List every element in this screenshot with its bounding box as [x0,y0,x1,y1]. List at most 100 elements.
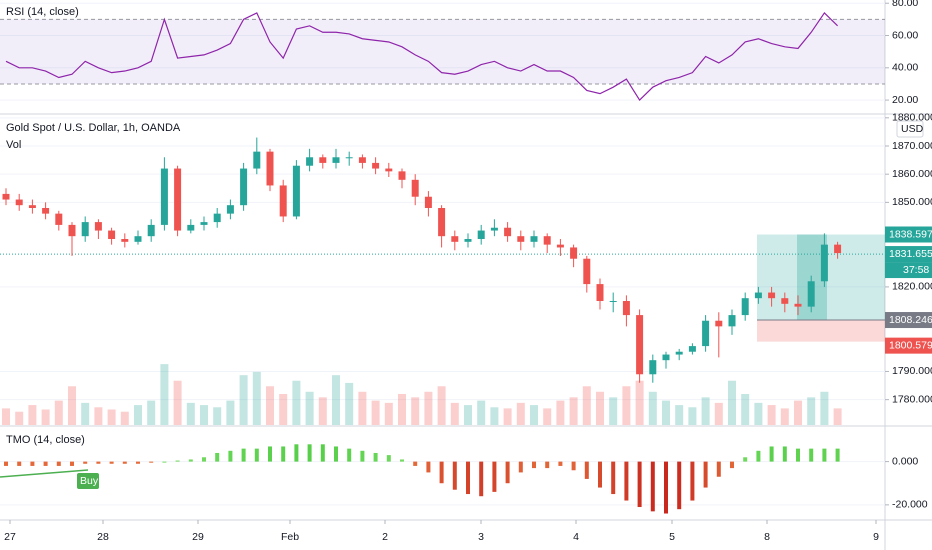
tmo-bar [782,446,787,462]
candle-body [662,354,670,361]
rsi-line [5,11,839,102]
volume-bar [556,400,565,425]
candle-body [768,292,776,299]
candle-body [741,298,749,316]
candle-body [332,157,340,163]
tmo-bar [518,461,523,473]
tmo-bar [4,461,8,466]
tmo-bar [228,450,233,462]
volume-bar [807,397,816,425]
pane-title: RSI (14, close) [6,6,79,18]
tmo-bar [796,448,800,462]
tmo-bar [492,461,497,492]
volume-bar [780,408,789,425]
tmo-bar [426,461,431,473]
tmo-bar [307,444,312,462]
volume-bar [345,382,354,425]
x-tick-label: 27 [4,531,16,543]
tmo-bar [334,446,338,462]
volume-bar [728,380,736,425]
buy-signal-bg [77,473,99,489]
target-price-label-bg [885,226,932,243]
x-tick-label: 9 [873,531,879,543]
tmo-bar [637,461,642,508]
last-price-label-bg [885,246,932,263]
tmo-bar [188,459,193,462]
currency-box [896,120,924,138]
candle-body [820,244,828,282]
candle-body [781,298,789,304]
candle-body [372,162,380,169]
tmo-bar [822,448,827,462]
x-tick-label: 8 [764,531,770,543]
volume-bar [371,400,380,425]
y-tick-label: 1820.000 [892,281,932,293]
tmo-bar [373,452,378,462]
candle-body [358,157,366,163]
last-price-label: 1831.655 [889,248,932,260]
tmo-bar [136,461,140,464]
x-tick-label: 4 [573,531,579,543]
volume-bar [714,402,723,425]
tmo-bar [281,446,286,462]
candle-body [81,222,89,237]
volume-bar [490,407,499,425]
candle-body [398,171,406,180]
tmo-bar [162,461,167,463]
chart-title: Gold Spot / U.S. Dollar, 1h, OANDA [6,122,181,134]
volume-bar [398,394,406,425]
volume-bar [186,402,195,425]
y-tick-label: 1780.000 [892,393,932,405]
candle-body [636,315,644,375]
tmo-bar [43,461,48,466]
candle-body [385,168,393,172]
candle-body [702,320,710,347]
tmo-bar [690,461,695,501]
x-tick-label: 29 [192,531,204,543]
volume-bar [68,386,76,425]
volume-bar [41,409,50,425]
tmo-bar [386,455,391,462]
tmo-bar [611,461,616,495]
tmo-bar [479,461,484,497]
volume-bar [147,400,156,425]
volume-bar [358,391,367,425]
tmo-bar [215,452,220,462]
candle-body [94,222,102,231]
candle-body [160,168,168,225]
y-tick-label: 0.000 [892,455,918,467]
rsi-band [0,19,885,84]
stop-price-label-bg [885,337,932,354]
candle-body [226,205,234,214]
candle-body [649,360,657,375]
tmo-bar [505,461,510,484]
volume-bar [503,408,512,425]
candle-body [583,258,591,285]
candle-body [556,244,564,248]
entry-price-label: 1808.246 [889,314,932,326]
volume-bar [543,408,552,425]
tmo-bar [254,448,259,462]
y-tick-label: 1790.000 [892,365,932,377]
tmo-bar [347,448,352,462]
tmo-bar [452,461,457,490]
x-tick-label: 5 [669,531,675,543]
buy-signal-line [0,469,89,478]
volume-bar [820,391,829,425]
volume-bar [332,375,340,425]
volume-bar [741,394,750,425]
volume-bar [173,380,182,425]
tmo-bar [809,448,814,462]
volume-bar [688,407,697,425]
y-tick-label: 80.00 [892,0,918,9]
tmo-bar [294,444,299,462]
candle-body [306,157,314,166]
volume-bar [279,394,288,425]
candle-body [504,227,512,237]
volume-bar [266,386,274,425]
tmo-bar [175,460,180,462]
volume-bar [120,411,129,425]
candle-body [174,168,182,231]
